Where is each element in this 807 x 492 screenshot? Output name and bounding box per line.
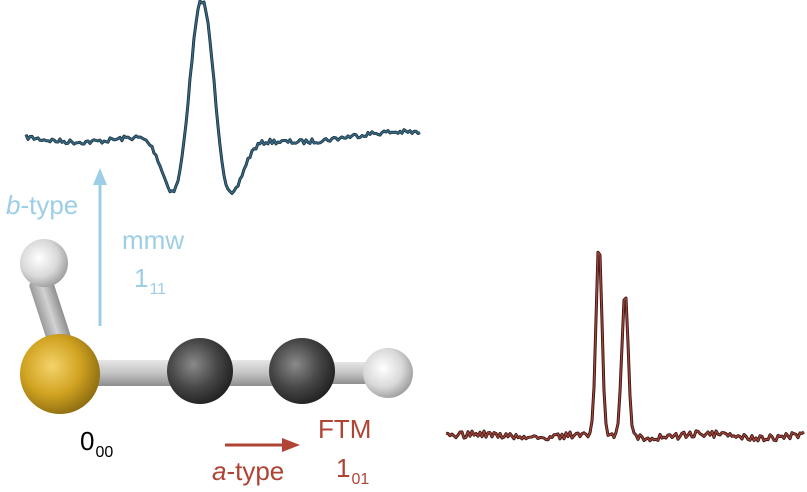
carbon-atom-icon bbox=[167, 338, 233, 404]
a-type-label: a-type bbox=[212, 456, 284, 486]
mmw-label: mmw bbox=[122, 225, 184, 255]
ftm-trace bbox=[445, 251, 805, 442]
molecule bbox=[20, 239, 413, 414]
sulfur-atom-icon bbox=[20, 334, 100, 414]
mmw-trace bbox=[25, 0, 421, 195]
b-type-label: b-type bbox=[6, 190, 78, 220]
ftm-label: FTM bbox=[318, 414, 371, 444]
ftm-trace-shadow bbox=[445, 250, 805, 443]
hydrogen-atom-icon bbox=[20, 239, 68, 287]
ftm-spectrum bbox=[445, 250, 805, 443]
hydrogen-atom-icon bbox=[363, 348, 413, 398]
a-transition-label: 101 bbox=[336, 453, 369, 488]
mmw-spectrum bbox=[24, 0, 421, 195]
up-arrow-icon bbox=[93, 168, 107, 326]
bond-h-s bbox=[29, 276, 73, 352]
right-arrow-icon bbox=[225, 438, 300, 452]
carbon-atom-icon bbox=[269, 338, 335, 404]
ground-state-label: 000 bbox=[80, 426, 113, 461]
bond-s-c bbox=[80, 360, 180, 386]
b-transition-label: 111 bbox=[134, 263, 166, 298]
